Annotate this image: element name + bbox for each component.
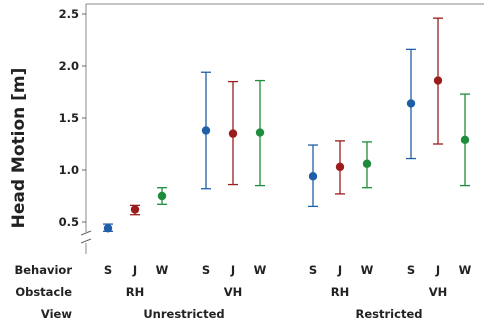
mean-point (157, 191, 167, 201)
behavior-label: W (459, 263, 472, 277)
obstacle-label: RH (126, 285, 144, 299)
y-axis-label: Head Motion [m] (9, 68, 29, 229)
behavior-label: W (361, 263, 374, 277)
behavior-label: S (309, 263, 317, 277)
mean-point (130, 205, 140, 214)
mean-point (433, 76, 443, 85)
axes: 0.5 1.0 1.5 2.0 2.5 (59, 3, 484, 254)
behavior-label: W (254, 263, 267, 277)
y-tick-label: 0.5 (59, 215, 79, 229)
mean-point (362, 159, 372, 168)
behavior-label: J (230, 263, 235, 277)
behavior-label: J (337, 263, 342, 277)
view-label: Unrestricted (143, 307, 224, 321)
mean-point (308, 172, 318, 181)
mean-point (201, 126, 211, 135)
mean-point (335, 162, 345, 172)
data-marks (103, 17, 470, 233)
obstacle-label: VH (429, 285, 448, 299)
view-label: Restricted (356, 307, 423, 321)
y-tick-label: 1.0 (59, 163, 79, 177)
obstacle-label: RH (331, 285, 349, 299)
obstacle-label: VH (224, 285, 243, 299)
behavior-label: S (202, 263, 210, 277)
mean-point (103, 224, 113, 233)
y-tick-label: 2.5 (59, 7, 79, 21)
row-label-behavior: Behavior (14, 263, 72, 277)
behavior-label: J (435, 263, 440, 277)
row-label-obstacle: Obstacle (15, 285, 72, 299)
behavior-label: J (132, 263, 137, 277)
y-tick-label: 2.0 (59, 59, 79, 73)
mean-point (460, 135, 470, 145)
mean-point (406, 99, 416, 108)
y-tick-label: 1.5 (59, 111, 79, 125)
axis-break-mark (80, 238, 92, 244)
behavior-label: S (104, 263, 112, 277)
behavior-label: S (407, 263, 415, 277)
mean-point (228, 129, 238, 138)
behavior-label: W (156, 263, 169, 277)
mean-point (255, 128, 265, 137)
row-label-view: View (41, 307, 72, 321)
axis-break-mark (80, 230, 92, 236)
